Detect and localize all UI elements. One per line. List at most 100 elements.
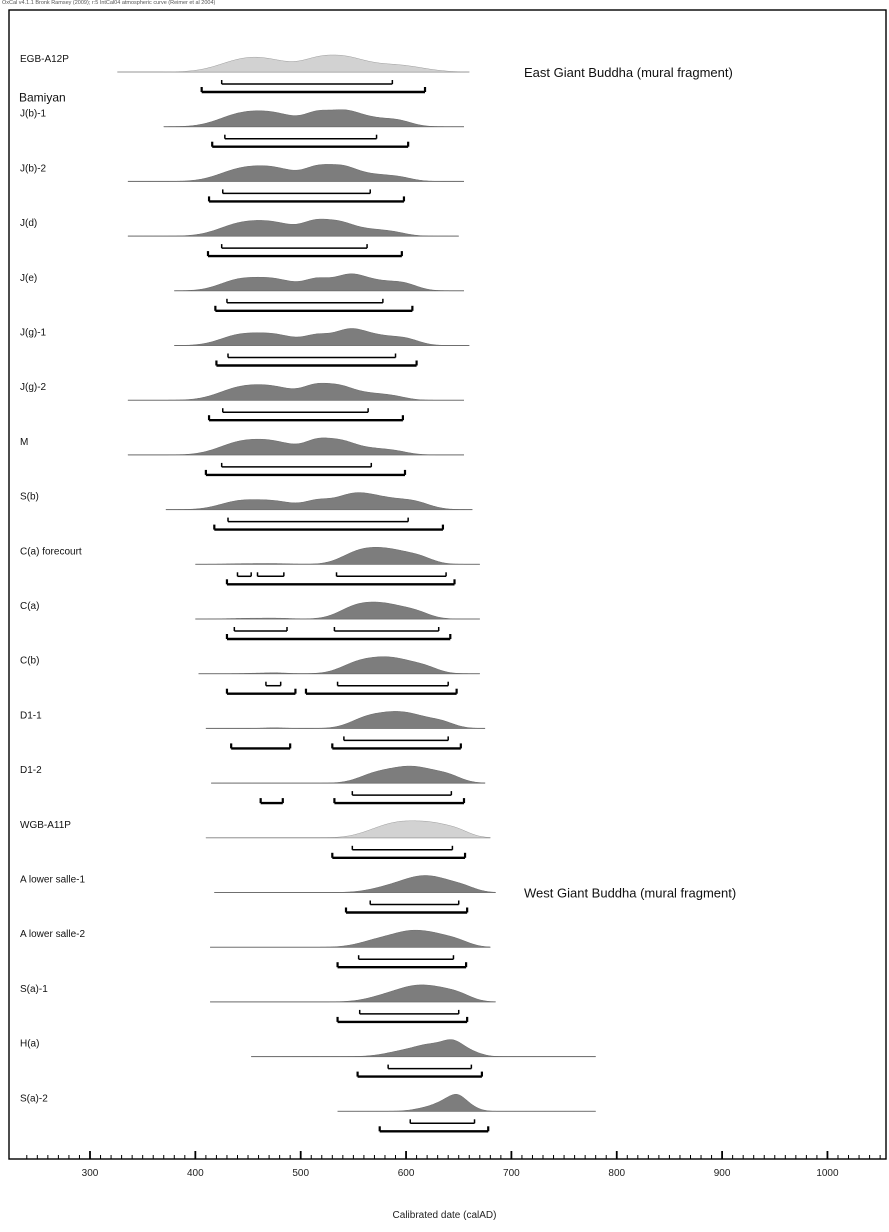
sample-label: WGB-A11P: [20, 820, 71, 831]
probability-distribution: [198, 656, 480, 674]
sample-label: J(g)-1: [20, 328, 47, 339]
probability-distribution: [127, 382, 464, 401]
sample-label: EGB-A12P: [20, 54, 69, 65]
x-tick-label: 300: [82, 1168, 99, 1179]
probability-distribution: [205, 711, 486, 729]
probability-distribution: [211, 765, 486, 784]
range-95-bracket: [356, 1071, 484, 1078]
range-95-bracket: [304, 688, 458, 695]
sample-label: J(g)-2: [20, 382, 47, 393]
range-68-bracket: [221, 189, 371, 195]
range-68-bracket: [333, 627, 440, 632]
range-95-bracket: [207, 196, 406, 203]
sample-label: C(b): [20, 656, 39, 667]
range-95-bracket: [378, 1126, 490, 1133]
sample-label: C(a) forecourt: [20, 546, 82, 557]
range-68-bracket: [227, 353, 397, 359]
probability-distribution: [127, 164, 464, 182]
sample-label: M: [20, 437, 28, 448]
probability-distribution: [127, 218, 459, 237]
range-68-bracket: [336, 681, 449, 687]
range-68-bracket: [351, 791, 453, 796]
annotation-label: West Giant Buddha (mural fragment): [524, 886, 736, 901]
range-95-bracket: [344, 907, 469, 914]
sample-label: C(a): [20, 601, 39, 612]
range-68-bracket: [221, 408, 369, 413]
probability-distribution: [165, 492, 473, 510]
probability-distribution: [251, 1039, 596, 1057]
range-68-bracket: [335, 572, 447, 578]
x-tick-label: 700: [503, 1168, 520, 1179]
group-label: Bamiyan: [19, 91, 66, 105]
range-95-bracket: [225, 579, 456, 586]
probability-distribution: [127, 437, 464, 456]
range-68-bracket: [351, 845, 454, 851]
sample-label: J(d): [20, 218, 37, 229]
plot-frame: [8, 9, 887, 1160]
sample-label: A lower salle-2: [20, 929, 85, 940]
probability-distribution: [195, 547, 480, 565]
range-95-bracket: [211, 141, 410, 148]
range-68-bracket: [409, 1119, 476, 1125]
sample-label: S(a)-2: [20, 1093, 48, 1104]
x-tick-label: 500: [292, 1168, 309, 1179]
range-95-bracket: [225, 634, 452, 641]
x-tick-label: 900: [714, 1168, 731, 1179]
sample-label: J(b)-1: [20, 109, 47, 120]
range-95-bracket: [336, 1016, 469, 1024]
range-68-bracket: [265, 681, 282, 687]
sample-label: J(b)-2: [20, 163, 47, 174]
range-95-bracket: [204, 469, 407, 477]
range-68-bracket: [357, 955, 455, 960]
range-95-bracket: [331, 743, 462, 750]
probability-distribution: [174, 273, 464, 292]
sample-label: A lower salle-1: [20, 875, 85, 886]
software-credit: OxCal v4.1.1 Bronk Ramsey (2009); r:5 In…: [2, 0, 216, 6]
range-95-bracket: [213, 524, 445, 531]
sample-label: S(b): [20, 492, 39, 503]
probability-distribution: [163, 109, 464, 127]
range-95-bracket: [333, 798, 466, 805]
range-95-bracket: [207, 415, 404, 422]
probability-distribution: [195, 601, 480, 620]
x-tick-label: 600: [398, 1168, 415, 1179]
sample-label: D1-1: [20, 710, 42, 721]
range-95-bracket: [336, 962, 468, 969]
range-68-bracket: [227, 517, 409, 523]
range-95-bracket: [215, 360, 418, 367]
range-68-bracket: [220, 462, 373, 468]
range-95-bracket: [331, 852, 467, 859]
annotation-label: East Giant Buddha (mural fragment): [524, 65, 733, 80]
range-68-bracket: [369, 900, 460, 906]
probability-distribution: [174, 328, 470, 346]
probability-distribution: [337, 1094, 596, 1112]
probability-distribution: [210, 984, 496, 1003]
range-68-bracket: [233, 627, 288, 632]
range-68-bracket: [343, 736, 449, 742]
sample-label: J(e): [20, 273, 37, 284]
x-tick-label: 800: [608, 1168, 625, 1179]
probability-distribution: [205, 820, 491, 839]
probability-distribution: [117, 54, 470, 73]
range-95-bracket: [206, 251, 403, 258]
sample-label: H(a): [20, 1039, 39, 1050]
probability-distribution: [214, 875, 496, 893]
x-tick-label: 400: [187, 1168, 204, 1179]
range-95-bracket: [214, 305, 414, 312]
range-68-bracket: [226, 298, 384, 304]
x-axis-label: Calibrated date (calAD): [392, 1210, 497, 1221]
range-68-bracket: [358, 1009, 460, 1015]
range-95-bracket: [225, 688, 297, 695]
sample-label: D1-2: [20, 765, 42, 776]
range-68-bracket: [256, 572, 285, 578]
range-68-bracket: [224, 134, 378, 140]
range-95-bracket: [230, 743, 292, 750]
range-68-bracket: [387, 1064, 473, 1070]
range-68-bracket: [220, 244, 368, 249]
range-95-bracket: [200, 87, 427, 94]
x-tick-label: 1000: [816, 1168, 839, 1179]
probability-distribution: [210, 929, 491, 948]
range-95-bracket: [259, 798, 284, 805]
sample-label: S(a)-1: [20, 984, 48, 995]
